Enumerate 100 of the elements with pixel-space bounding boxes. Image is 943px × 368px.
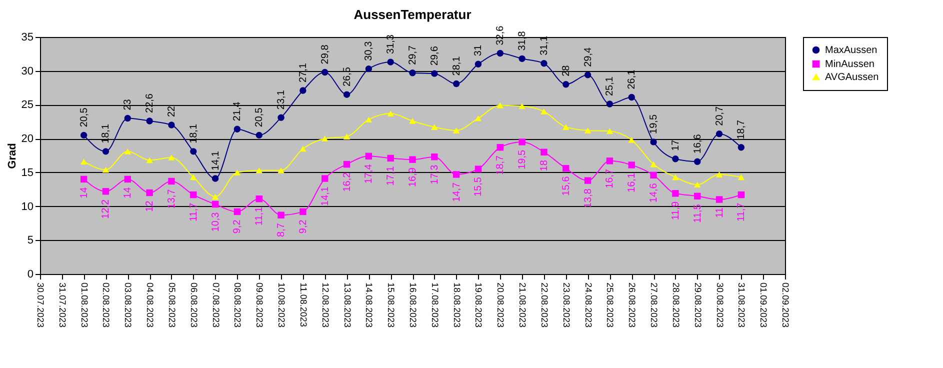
point (387, 154, 394, 162)
data-label: 8,7 (276, 222, 288, 237)
point (716, 196, 723, 203)
x-tick-label: 05.08.2023 (166, 282, 177, 328)
point (628, 94, 635, 101)
x-tick-label: 19.08.2023 (474, 282, 484, 328)
point (496, 102, 504, 108)
data-label: 19,5 (648, 114, 660, 134)
point (300, 208, 306, 216)
point (234, 170, 241, 176)
data-label: 18,1 (188, 124, 200, 144)
point (80, 176, 88, 183)
point (80, 158, 88, 164)
x-tick-label: 15.08.2023 (386, 282, 396, 328)
y-tick-label: 30 (21, 65, 34, 78)
x-tick-label: 28.08.2023 (670, 282, 681, 328)
point (496, 144, 504, 151)
x-tick-label: 25.08.2023 (605, 282, 616, 328)
y-tick-label: 5 (27, 234, 34, 247)
x-tick-label: 16.08.2023 (408, 282, 418, 328)
y-tick-label: 35 (21, 32, 34, 44)
data-label: 11,1 (254, 206, 266, 226)
y-tick-label: 10 (21, 200, 34, 213)
point (738, 174, 745, 180)
point (474, 115, 482, 122)
data-label: 9,2 (298, 219, 309, 234)
data-label: 15,5 (473, 176, 484, 197)
point (300, 146, 306, 152)
point (365, 116, 372, 123)
point (124, 176, 131, 183)
point (474, 166, 482, 172)
point (584, 177, 592, 184)
data-label: 28 (560, 64, 572, 76)
data-label: 16,2 (342, 172, 353, 192)
x-tick-label: 08.08.2023 (232, 282, 243, 328)
x-tick-label: 21.08.2023 (518, 282, 528, 328)
point (256, 195, 262, 202)
data-label: 31,1 (538, 36, 550, 56)
data-label: 18,7 (736, 119, 748, 140)
point (234, 208, 241, 216)
point (322, 136, 328, 142)
x-tick-label: 01.09.2023 (758, 282, 769, 328)
point (452, 128, 460, 134)
point (672, 174, 679, 180)
data-label: 20,5 (78, 107, 90, 128)
point (190, 174, 197, 180)
y-tick-label: 15 (21, 166, 34, 179)
x-tick-label: 27.08.2023 (649, 282, 660, 328)
x-tick-label: 30.08.2023 (714, 282, 725, 328)
data-label: 18,1 (100, 124, 112, 144)
point (234, 126, 241, 132)
point (278, 167, 284, 174)
point (716, 130, 723, 138)
x-tick-label: 01.08.2023 (79, 282, 90, 328)
x-tick-label: 10.08.2023 (276, 282, 287, 328)
x-tick-label: 20.08.2023 (496, 282, 506, 328)
point (343, 134, 350, 140)
point (190, 191, 197, 198)
y-axis-title: Grad (6, 143, 18, 169)
point (694, 182, 701, 188)
point (212, 194, 219, 200)
data-label: 13,8 (582, 188, 594, 208)
data-label: 11 (714, 207, 726, 218)
x-tick-label: 31.08.2023 (736, 282, 747, 328)
point (606, 128, 614, 134)
y-tick-label: 20 (21, 133, 34, 146)
point (716, 172, 723, 178)
point (540, 60, 548, 67)
point (256, 132, 262, 139)
point (190, 148, 197, 155)
x-tick-label: 18.08.2023 (452, 282, 462, 328)
x-tick-label: 12.08.2023 (320, 282, 330, 328)
point (474, 60, 482, 68)
data-label: 15,6 (560, 176, 572, 196)
point (606, 100, 614, 108)
data-label: 19,5 (517, 150, 528, 170)
data-label: 16,1 (626, 172, 638, 192)
data-label: 20,7 (714, 106, 726, 126)
point (738, 191, 745, 198)
data-label: 14,7 (451, 182, 462, 202)
point (102, 166, 110, 173)
point (124, 114, 131, 122)
point (738, 144, 745, 151)
point (540, 148, 548, 156)
point (146, 118, 153, 124)
point (146, 157, 153, 164)
data-label: 20,5 (254, 107, 266, 128)
point (650, 172, 657, 178)
chart-title: AussenTemperatur (354, 6, 472, 22)
data-label: 14,6 (648, 182, 660, 203)
data-label: 14,1 (320, 186, 331, 206)
point (124, 148, 131, 154)
point (278, 212, 284, 218)
x-tick-label: 17.08.2023 (430, 282, 440, 328)
x-tick-label: 13.08.2023 (342, 282, 352, 328)
point (409, 118, 416, 124)
point (562, 81, 570, 88)
data-label: 16,6 (692, 134, 704, 154)
point (300, 87, 306, 94)
point (431, 70, 438, 77)
